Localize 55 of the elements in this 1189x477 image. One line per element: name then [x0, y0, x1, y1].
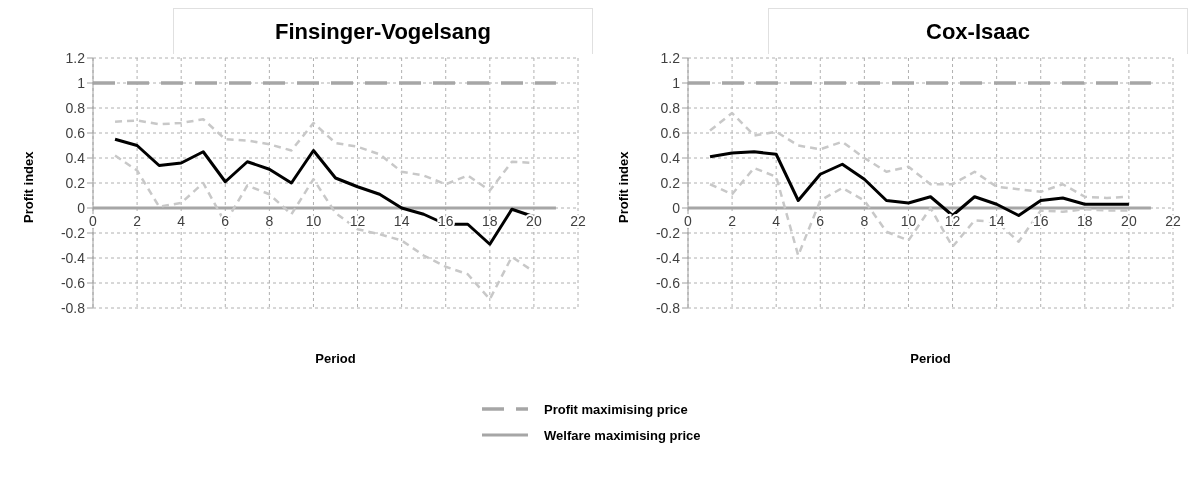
x-tick-label: 4 [772, 213, 781, 229]
y-tick-label: -0.6 [60, 274, 86, 291]
y-tick-label: -0.2 [60, 224, 86, 241]
y-tick-label: 0.4 [660, 149, 681, 166]
y-tick-label: 0.2 [660, 174, 681, 191]
y-tick-label: 0 [77, 199, 86, 216]
x-tick-label: 0 [684, 213, 693, 229]
x-tick-label: 20 [1121, 213, 1137, 229]
x-tick-label: 12 [349, 213, 366, 229]
y-tick-label: 1.2 [65, 49, 86, 66]
x-tick-label: 6 [816, 213, 825, 229]
legend-label: Profit maximising price [544, 401, 688, 417]
line-series [708, 150, 1131, 217]
y-tick-label: 0.6 [660, 124, 681, 141]
chart-title: Cox-Isaac [768, 8, 1188, 54]
y-tick-label: 1.2 [660, 49, 681, 66]
x-tick-label: 8 [265, 213, 274, 229]
x-tick-label: 12 [944, 213, 961, 229]
x-tick-label: 18 [482, 213, 498, 229]
x-tick-label: 0 [89, 213, 98, 229]
y-axis-title: Profit index [615, 150, 631, 223]
x-tick-label: 10 [900, 213, 917, 229]
y-tick-label: 1 [672, 74, 681, 91]
x-tick-label: 4 [177, 213, 186, 229]
x-tick-label: 10 [305, 213, 322, 229]
y-axis-title: Profit index [20, 150, 36, 223]
y-tick-label: 0.8 [660, 99, 681, 116]
y-tick-label: 0 [672, 199, 681, 216]
line-series [708, 111, 1131, 200]
x-tick-label: 22 [570, 213, 586, 229]
legend-label: Welfare maximising price [544, 427, 701, 443]
y-tick-label: 0.4 [65, 149, 86, 166]
y-tick-label: -0.2 [655, 224, 681, 241]
y-tick-label: -0.6 [655, 274, 681, 291]
y-tick-label: -0.4 [655, 249, 681, 266]
x-tick-label: 6 [221, 213, 230, 229]
chart-title: Finsinger-Vogelsang [173, 8, 593, 54]
y-tick-label: 0.8 [65, 99, 86, 116]
x-axis-title: Period [910, 351, 951, 366]
x-tick-label: 14 [988, 213, 1005, 229]
x-tick-label: 2 [133, 213, 142, 229]
x-tick-label: 14 [393, 213, 410, 229]
y-tick-label: 0.2 [65, 174, 86, 191]
y-tick-label: 0.6 [65, 124, 86, 141]
x-tick-label: 16 [1032, 213, 1049, 229]
y-tick-label: 1 [77, 74, 86, 91]
x-tick-label: 22 [1165, 213, 1181, 229]
x-axis-title: Period [315, 351, 356, 366]
y-tick-label: -0.4 [60, 249, 86, 266]
y-tick-label: -0.8 [655, 299, 681, 316]
y-tick-label: -0.8 [60, 299, 86, 316]
x-tick-label: 18 [1077, 213, 1093, 229]
x-tick-label: 20 [526, 213, 542, 229]
x-tick-label: 2 [728, 213, 737, 229]
x-tick-label: 8 [860, 213, 869, 229]
